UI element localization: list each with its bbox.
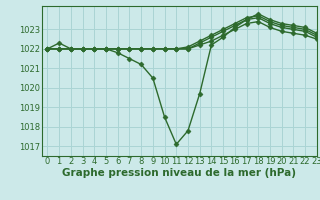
X-axis label: Graphe pression niveau de la mer (hPa): Graphe pression niveau de la mer (hPa) [62, 168, 296, 178]
